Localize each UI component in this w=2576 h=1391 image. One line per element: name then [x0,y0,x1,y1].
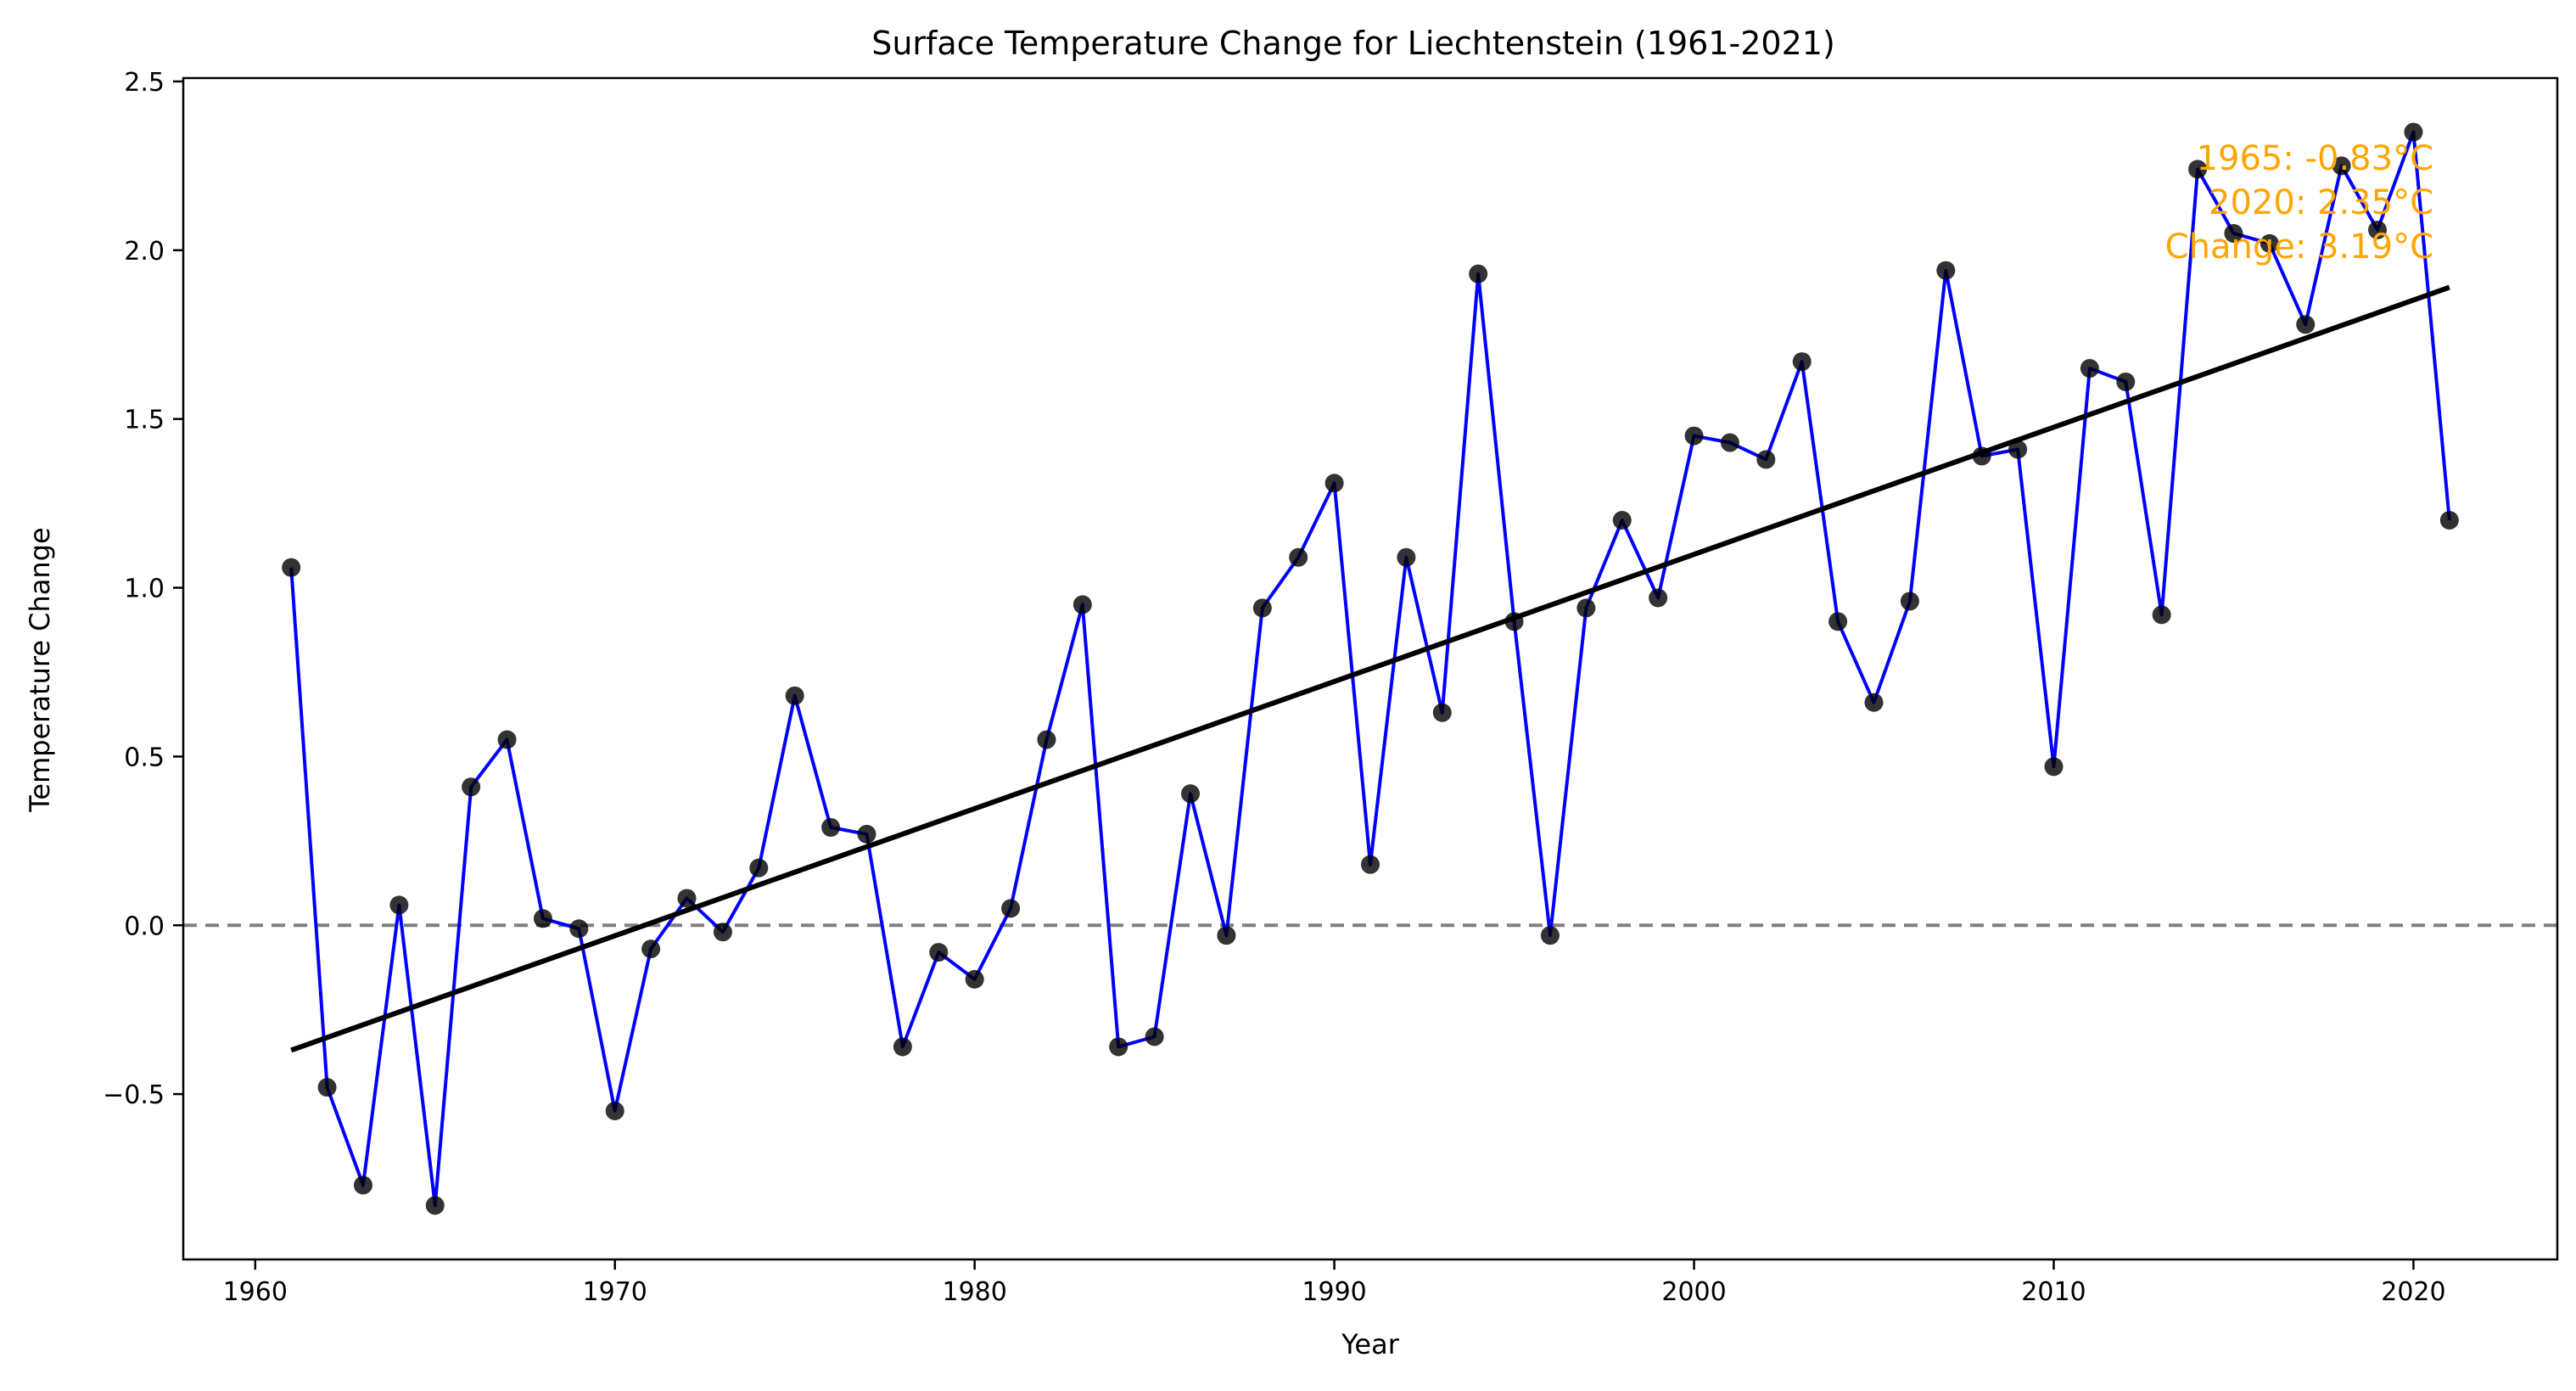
data-point-2004 [1828,612,1848,631]
x-tick-label-2010: 2010 [2021,1277,2086,1307]
data-point-2010 [2044,757,2064,777]
data-point-1982 [1037,730,1056,749]
data-point-1998 [1612,511,1632,530]
data-point-1977 [857,824,876,844]
data-point-1999 [1649,588,1668,608]
data-point-2003 [1792,352,1812,372]
data-point-1972 [677,889,697,908]
x-axis-label: Year [1341,1328,1400,1360]
data-point-1993 [1432,703,1452,722]
data-point-2006 [1900,592,1919,611]
data-point-1996 [1540,926,1560,945]
data-point-2014 [2188,160,2208,179]
data-point-1966 [462,777,481,797]
y-tick-label-1: 0.0 [124,911,165,941]
axes-frame [182,76,2559,1261]
data-point-1983 [1072,595,1092,614]
annotation-line-end: 2020: 2.35°C [2209,183,2433,222]
x-tick-label-1990: 1990 [1302,1277,1366,1307]
data-point-2002 [1756,450,1776,469]
data-point-2017 [2296,315,2316,334]
data-point-1988 [1252,598,1272,618]
data-point-1979 [929,943,949,962]
data-point-2015 [2224,223,2243,243]
data-point-1981 [1001,899,1021,918]
data-point-2008 [1972,446,1991,466]
x-tick-label-1970: 1970 [583,1277,647,1307]
data-point-1990 [1324,474,1344,493]
data-point-1992 [1397,547,1416,567]
chart-title: Surface Temperature Change for Liechtens… [871,25,1835,62]
data-point-2012 [2116,372,2136,391]
data-point-2021 [2439,511,2459,530]
data-point-2005 [1864,693,1884,712]
data-point-1967 [497,730,517,749]
data-point-1985 [1145,1027,1164,1046]
data-point-2013 [2152,605,2171,625]
y-tick-label-0: −0.5 [103,1080,165,1110]
data-point-1997 [1576,598,1596,618]
y-tick-label-4: 1.5 [124,406,165,435]
y-axis-label: Temperature Change [24,527,56,812]
data-point-2018 [2332,156,2351,176]
data-point-2001 [1720,433,1739,452]
y-tick-label-6: 2.5 [124,68,165,98]
data-point-1964 [389,895,409,915]
data-point-1978 [893,1037,912,1057]
x-tick-label-1980: 1980 [942,1277,1006,1307]
data-point-2009 [2008,440,2028,459]
y-tick-label-3: 1.0 [124,575,165,604]
y-tick-label-2: 0.5 [124,743,165,772]
data-point-1974 [749,858,769,878]
data-point-1984 [1109,1037,1128,1057]
plot-area: 1960 1970 1980 1990 2000 2010 2020 −0.5 0.0 0.5 1.… [103,68,2559,1307]
data-point-1976 [821,817,841,837]
data-point-1994 [1469,264,1488,283]
x-tick-label-2020: 2020 [2381,1277,2445,1307]
data-point-2011 [2080,359,2099,379]
data-point-1975 [785,686,804,705]
y-tick-label-5: 2.0 [124,237,165,266]
data-point-2007 [1936,261,1956,280]
data-point-1962 [317,1078,337,1097]
data-point-1980 [965,969,984,989]
data-point-1969 [569,919,589,939]
annotation-line-start: 1965: -0.83°C [2197,139,2433,178]
x-tick-label-2000: 2000 [1661,1277,1726,1307]
data-point-1973 [713,923,732,942]
data-point-1987 [1217,926,1236,945]
data-point-2020 [2404,122,2423,142]
data-point-1995 [1504,612,1524,631]
data-point-1965 [425,1196,445,1215]
data-point-2000 [1684,426,1704,446]
data-point-2019 [2368,220,2388,239]
data-point-1971 [641,939,661,959]
data-point-2016 [2260,233,2279,253]
data-point-1968 [533,909,552,928]
data-point-1986 [1181,784,1201,804]
x-tick-label-1960: 1960 [223,1277,288,1307]
data-point-1963 [353,1175,372,1195]
annotation-box: 1965: -0.83°C 2020: 2.35°C Change: 3.19°… [2165,139,2433,266]
data-point-1989 [1289,547,1308,567]
data-point-1991 [1361,855,1380,874]
data-point-1961 [282,558,301,577]
trend-line [290,284,2450,1053]
annotation-line-change: Change: 3.19°C [2165,227,2433,266]
data-point-1970 [605,1102,624,1121]
